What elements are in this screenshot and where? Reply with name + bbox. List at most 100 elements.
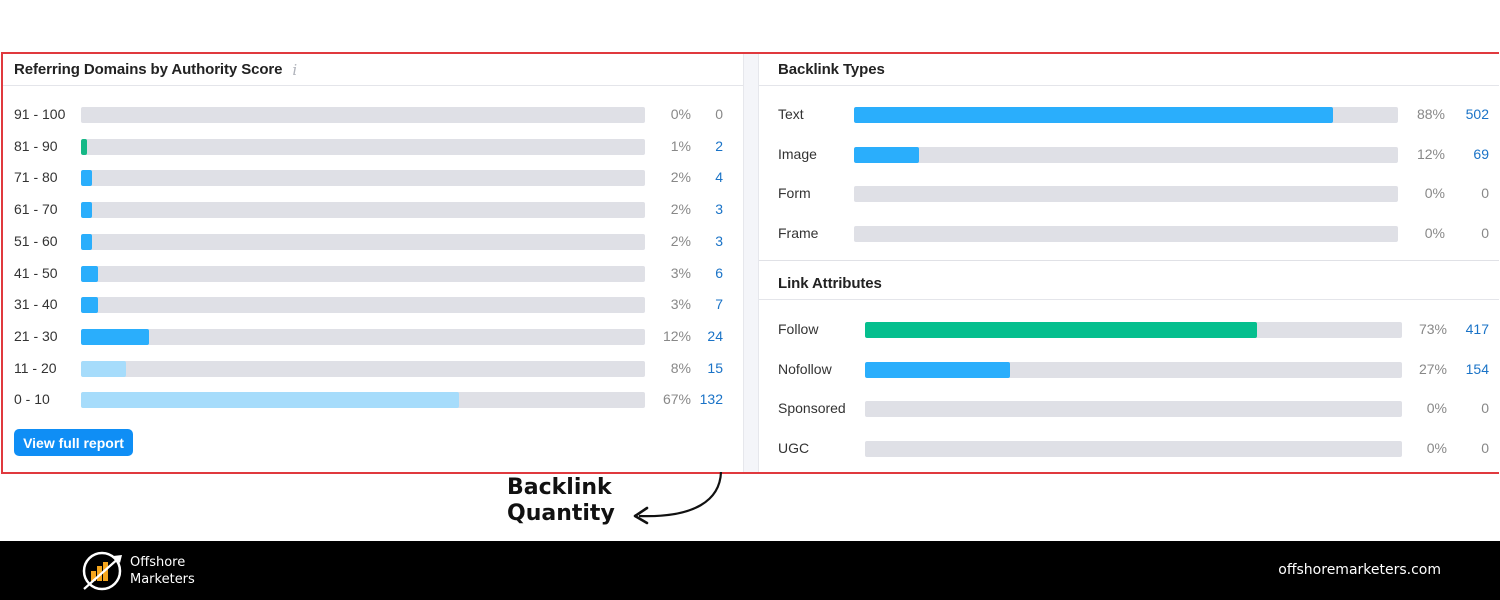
row-label: 21 - 30 [14, 327, 58, 344]
row-percent: 0% [670, 106, 691, 122]
row-percent: 0% [1424, 225, 1445, 242]
card-title: Referring Domains by Authority Score [14, 61, 283, 78]
bar-fill [81, 170, 93, 187]
bar-row: Form 0% 0 [759, 185, 1499, 203]
row-percent: 73% [1418, 321, 1447, 337]
bar-track [81, 360, 645, 377]
bar-track [81, 392, 645, 409]
row-percent: 2% [670, 169, 691, 186]
bar-fill [81, 233, 93, 250]
bar-fill [81, 297, 98, 314]
row-count-link[interactable]: 2 [715, 137, 723, 154]
row-percent: 3% [670, 296, 691, 313]
row-count-link[interactable]: 3 [715, 201, 723, 218]
bar-row: 51 - 60 2% 3 [3, 233, 743, 251]
website-url[interactable]: offshoremarketers.com [1278, 562, 1441, 578]
bar-track [865, 361, 1402, 378]
bar-track [81, 265, 645, 282]
bar-track [854, 146, 1398, 163]
row-count-link[interactable]: 24 [707, 327, 723, 344]
referring-domains-card: Referring Domains by Authority Score i 9… [3, 54, 743, 472]
info-icon[interactable]: i [292, 60, 298, 79]
bar-row: 91 - 100 0% 0 [3, 106, 743, 124]
bar-row: 41 - 50 3% 6 [3, 265, 743, 283]
brand-line-1: Offshore [130, 555, 186, 570]
brand-logo[interactable]: Offshore Marketers [80, 549, 195, 593]
backlink-types-header: Backlink Types [759, 54, 1499, 86]
bar-track [865, 322, 1402, 338]
row-label: 71 - 80 [14, 169, 58, 186]
bar-fill [81, 392, 459, 409]
bar-row: Sponsored 0% 0 [759, 400, 1499, 418]
bar-row: Follow 73% 417 [759, 321, 1499, 339]
annotation-line-1: Backlink [507, 475, 612, 500]
row-label: 11 - 20 [14, 359, 57, 376]
row-count-link[interactable]: 6 [715, 264, 723, 281]
row-count-link[interactable]: 3 [715, 232, 723, 249]
row-percent: 88% [1416, 106, 1445, 122]
row-count-link[interactable]: 154 [1465, 360, 1489, 377]
bar-track [81, 297, 645, 314]
bar-row: 21 - 30 12% 24 [3, 328, 743, 346]
row-percent: 3% [670, 264, 691, 281]
bar-track [81, 233, 645, 250]
bar-fill [865, 361, 1010, 378]
backlink-breakdown-card: Backlink Types Text 88% 502 Image 12% 69 Form 0… [759, 54, 1499, 472]
bar-track [854, 186, 1398, 203]
row-count-link[interactable]: 132 [699, 391, 723, 408]
row-count-link: 0 [715, 106, 723, 122]
footer-bar: Offshore Marketers offshoremarketers.com [0, 541, 1500, 600]
bar-track [854, 107, 1398, 123]
row-percent: 27% [1418, 360, 1447, 377]
row-label: 31 - 40 [14, 296, 58, 313]
row-count-link: 0 [1481, 400, 1489, 417]
row-count-link[interactable]: 502 [1465, 106, 1489, 122]
highlight-frame: Referring Domains by Authority Score i 9… [1, 52, 1499, 474]
row-count-link[interactable]: 69 [1473, 145, 1489, 162]
row-count-link[interactable]: 417 [1465, 321, 1489, 337]
bar-row: Image 12% 69 [759, 146, 1499, 164]
bar-track [81, 170, 645, 187]
row-label: 41 - 50 [14, 264, 58, 281]
backlink-quantity-annotation: Backlink Quantity [507, 475, 615, 527]
view-full-report-button[interactable]: View full report [14, 429, 133, 456]
row-percent: 67% [662, 391, 691, 408]
bar-fill [854, 107, 1333, 123]
row-percent: 1% [670, 137, 691, 154]
row-label: Nofollow [778, 360, 832, 377]
link-attributes-title: Link Attributes [778, 275, 882, 292]
bar-row: 81 - 90 1% 2 [3, 138, 743, 156]
row-label: Follow [778, 321, 819, 337]
backlink-types-title: Backlink Types [778, 61, 885, 78]
row-count-link[interactable]: 4 [715, 169, 723, 186]
row-label: 61 - 70 [14, 201, 58, 218]
row-percent: 2% [670, 201, 691, 218]
brand-name: Offshore Marketers [130, 554, 195, 588]
row-percent: 12% [662, 327, 691, 344]
bar-fill [854, 146, 920, 163]
row-label: 91 - 100 [14, 106, 66, 122]
row-percent: 2% [670, 232, 691, 249]
row-count-link[interactable]: 7 [715, 296, 723, 313]
bar-row: 0 - 10 67% 132 [3, 391, 743, 409]
bar-fill [865, 322, 1257, 338]
section-divider [759, 260, 1499, 261]
bar-track [854, 226, 1398, 243]
bar-track [81, 328, 645, 345]
bar-row: Nofollow 27% 154 [759, 361, 1499, 379]
bar-fill [81, 328, 149, 345]
bar-row: 11 - 20 8% 15 [3, 360, 743, 378]
bar-track [81, 107, 645, 123]
row-label: UGC [778, 440, 810, 457]
row-count-link: 0 [1481, 440, 1489, 457]
row-percent: 0% [1426, 400, 1447, 417]
bar-track [81, 138, 645, 155]
row-percent: 8% [670, 359, 691, 376]
row-label: 51 - 60 [14, 232, 58, 249]
row-label: Form [778, 185, 811, 202]
row-count-link: 0 [1481, 225, 1489, 242]
row-label: 0 - 10 [14, 391, 50, 408]
row-count-link[interactable]: 15 [707, 359, 723, 376]
bar-track [865, 441, 1402, 458]
